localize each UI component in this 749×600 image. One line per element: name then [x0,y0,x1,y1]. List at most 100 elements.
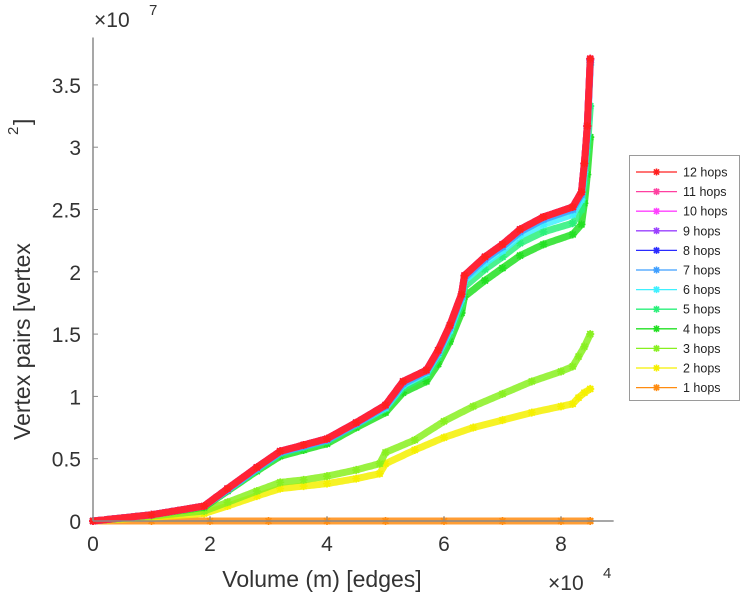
legend-item: 2 hops [636,362,721,376]
legend-item: 4 hops [636,322,721,336]
legend-label: 9 hops [683,224,721,238]
data-point-marker [381,401,390,410]
legend: 12 hops 11 hops 10 hops 9 hops 8 hops 7 hops 6… [629,155,740,401]
data-point-marker [352,418,361,427]
data-point-marker [276,447,285,456]
data-point-marker [586,330,595,339]
x-tick-label: 0 [87,533,99,556]
data-point-marker [539,227,548,236]
series-9-hops [89,54,595,525]
series-7-hops [89,58,595,525]
data-point-marker [480,276,489,285]
data-point-marker [422,366,431,375]
data-point-marker [200,502,209,511]
series-line [89,59,594,525]
data-point-marker [498,264,507,273]
data-point-marker [516,239,525,248]
legend-label: 7 hops [683,264,721,278]
legend-marker-icon [653,325,660,333]
legend-item: 5 hops [636,303,721,317]
data-point-marker [352,474,361,483]
data-point-marker [323,472,331,481]
data-point-marker [323,479,331,488]
series-line [89,55,594,525]
data-point-marker [577,188,586,197]
y-tick-label: 3 [69,137,81,160]
legend-label: 1 hops [683,381,721,395]
data-point-marker [574,393,583,402]
series-12-hops [89,54,595,525]
data-point-marker [469,402,478,411]
data-point-marker [539,212,548,221]
series-line [89,385,594,525]
series-4-hops [89,133,595,525]
legend-box [629,155,740,401]
data-point-marker [516,251,525,260]
data-point-marker [299,475,308,484]
data-point-marker [557,402,565,411]
data-point-marker [580,159,589,168]
series-line [89,56,594,525]
data-point-marker [375,459,384,468]
legend-label: 3 hops [683,342,721,356]
data-point-marker [586,54,595,63]
data-point-marker [527,408,536,417]
legend-marker-icon [653,286,660,294]
y-multiplier-base: ×10 [94,9,130,32]
x-multiplier: ×10 4 [548,565,611,595]
legend-item: 8 hops [636,244,721,258]
data-point-marker [498,416,507,425]
series-line [89,55,594,525]
legend-label: 5 hops [683,303,721,317]
data-point-marker [568,399,577,408]
data-point-marker [410,436,419,445]
data-point-marker [381,459,390,468]
data-point-marker [276,484,285,493]
data-point-marker [516,225,525,234]
y-tick-label: 0.5 [52,449,81,472]
data-point-marker [299,482,308,491]
y-axis-title: Vertex pairs [vertex 2 ] [5,119,35,440]
x-tick-label: 8 [555,533,567,556]
data-point-marker [252,463,261,472]
legend-marker-icon [653,188,660,196]
series-line [89,61,594,525]
legend-item: 1 hops [636,381,721,395]
legend-item: 3 hops [636,342,721,356]
data-point-marker [577,220,586,229]
x-multiplier-exponent: 4 [603,565,611,582]
legend-label: 6 hops [683,283,721,297]
legend-marker-icon [653,266,660,274]
data-point-marker [352,465,361,474]
legend-marker-icon [653,246,660,254]
legend-marker-icon [653,384,660,392]
data-point-marker [252,492,261,501]
legend-item: 11 hops [636,185,727,199]
data-point-marker [498,389,507,398]
data-point-marker [586,384,595,393]
x-multiplier-base: ×10 [548,572,584,595]
data-point-marker [434,346,443,355]
legend-marker-icon [653,207,660,215]
data-point-marker [557,367,565,376]
data-point-marker [323,434,331,443]
x-axis-title: Volume (m) [edges] [222,566,421,592]
data-point-marker [583,122,592,131]
ticks: 0 2 4 6 8 0 0.5 1 1.5 2 2.5 3 3.5 [52,75,567,556]
data-point-marker [469,423,478,432]
series-6-hops [89,60,595,525]
data-point-marker [480,252,489,261]
legend-label: 12 hops [683,166,727,180]
data-point-marker [480,265,489,274]
data-point-marker [399,377,408,386]
series-5-hops [89,102,595,525]
y-tick-label: 1 [69,386,81,409]
data-point-marker [460,271,469,280]
legend-marker-icon [653,305,660,313]
data-point-marker [381,448,390,457]
data-point-marker [422,377,431,386]
series-line [89,133,594,525]
data-point-marker [375,469,384,478]
y-axis-title-text: Vertex pairs [vertex [9,243,35,440]
legend-marker-icon [653,168,660,176]
